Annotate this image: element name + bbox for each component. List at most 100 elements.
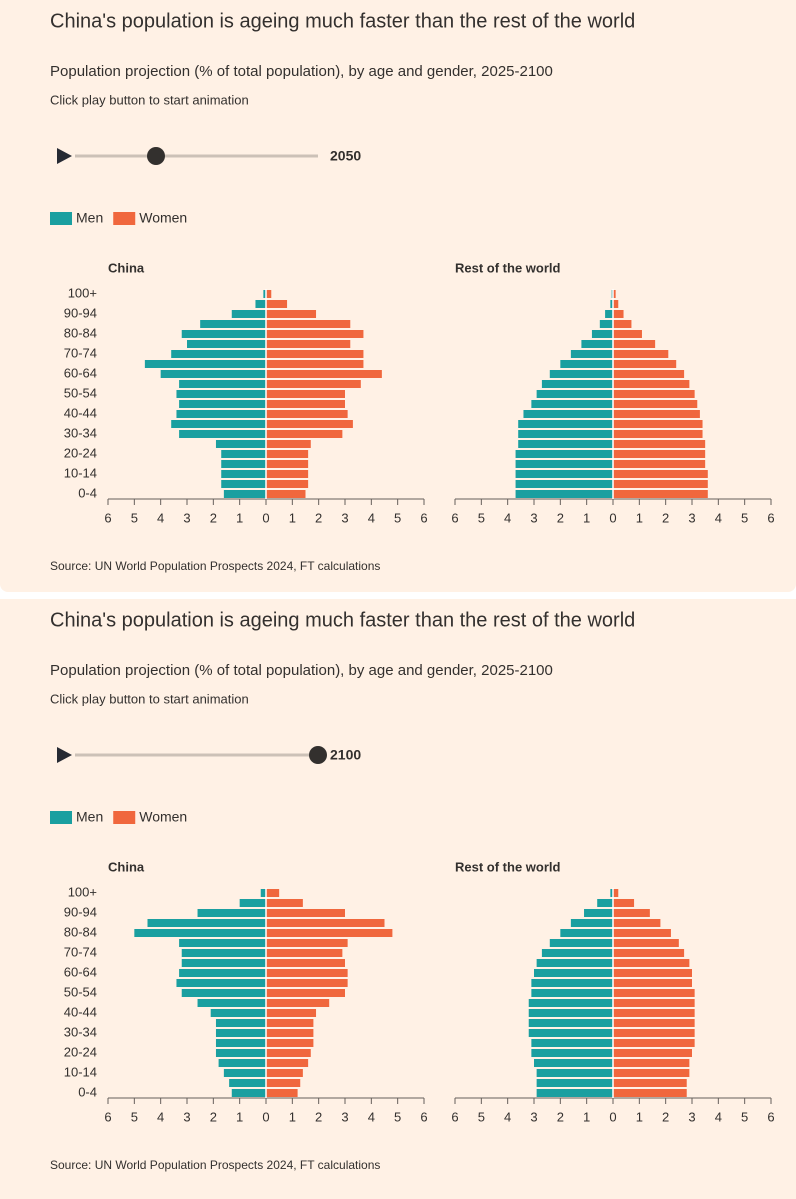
y-tick-label: 50-54 [64, 984, 97, 999]
bar [179, 380, 266, 388]
bar [179, 400, 266, 408]
y-tick-label: 100+ [68, 884, 97, 899]
bar [221, 450, 266, 458]
bar [181, 949, 266, 957]
bar [221, 470, 266, 478]
bar [610, 889, 613, 897]
x-tick-label: 1 [289, 510, 296, 525]
bar [613, 919, 661, 927]
bar [223, 1069, 266, 1077]
bar [266, 909, 345, 917]
x-tick-label: 6 [767, 1109, 774, 1124]
x-tick-label: 4 [504, 510, 511, 525]
chart-title: Rest of the world [455, 859, 561, 874]
bar [613, 899, 635, 907]
chart-title: China [108, 260, 145, 275]
x-tick-label: 5 [394, 510, 401, 525]
x-tick-label: 4 [368, 510, 375, 525]
x-tick-label: 4 [368, 1109, 375, 1124]
y-tick-label: 10-14 [64, 465, 97, 480]
bar [613, 1029, 695, 1037]
bar [266, 939, 348, 947]
bar [531, 400, 613, 408]
bar [266, 320, 351, 328]
bar [147, 919, 266, 927]
bar [613, 1059, 690, 1067]
x-tick-label: 3 [530, 510, 537, 525]
x-tick-label: 4 [157, 1109, 164, 1124]
bar [515, 460, 613, 468]
bar [266, 979, 348, 987]
bar [215, 1049, 266, 1057]
bar [613, 430, 703, 438]
bar [613, 340, 656, 348]
y-tick-label: 40-44 [64, 405, 97, 420]
bar [218, 1059, 266, 1067]
bar [613, 1069, 690, 1077]
bar [518, 430, 613, 438]
bar [210, 1009, 266, 1017]
bar [610, 300, 613, 308]
x-tick-label: 2 [210, 510, 217, 525]
bar [266, 440, 311, 448]
x-tick-label: 2 [662, 510, 669, 525]
bar [229, 1079, 266, 1087]
bar [266, 410, 348, 418]
bar [613, 989, 695, 997]
play-button[interactable] [57, 747, 72, 763]
bar [266, 380, 361, 388]
slider-knob[interactable] [147, 147, 165, 165]
bar [613, 969, 692, 977]
bar [613, 929, 671, 937]
bar [134, 929, 266, 937]
slider-knob[interactable] [309, 746, 327, 764]
bar [171, 350, 266, 358]
bar [266, 360, 364, 368]
bar [528, 1019, 613, 1027]
bar [266, 350, 364, 358]
bar [176, 410, 266, 418]
bar [613, 440, 706, 448]
bar [260, 889, 266, 897]
bar [266, 999, 330, 1007]
bar [266, 470, 309, 478]
title: China's population is ageing much faster… [50, 609, 635, 631]
subtitle: Population projection (% of total popula… [50, 662, 553, 679]
x-tick-label: 5 [478, 510, 485, 525]
bar [518, 440, 613, 448]
bar [223, 490, 266, 498]
bar [215, 1029, 266, 1037]
x-tick-label: 2 [315, 1109, 322, 1124]
bar [221, 460, 266, 468]
bar [221, 480, 266, 488]
legend-swatch [113, 811, 136, 824]
bar [613, 979, 692, 987]
bar [266, 1039, 314, 1047]
x-tick-label: 2 [210, 1109, 217, 1124]
bar [528, 1009, 613, 1017]
bar [613, 909, 650, 917]
instruction: Click play button to start animation [50, 92, 249, 107]
bar [613, 1089, 687, 1097]
x-tick-label: 4 [715, 1109, 722, 1124]
bar [179, 969, 266, 977]
bar [266, 959, 345, 967]
x-tick-label: 2 [557, 1109, 564, 1124]
bar [266, 1079, 301, 1087]
bar [266, 450, 309, 458]
x-tick-label: 3 [688, 1109, 695, 1124]
play-button[interactable] [57, 148, 72, 164]
bar [176, 390, 266, 398]
y-tick-label: 30-34 [64, 425, 97, 440]
legend-label: Men [76, 210, 103, 226]
bar [523, 410, 613, 418]
bar [181, 959, 266, 967]
bar [613, 290, 616, 298]
bar [179, 939, 266, 947]
bar [613, 999, 695, 1007]
x-tick-label: 6 [420, 510, 427, 525]
x-tick-label: 4 [504, 1109, 511, 1124]
x-tick-label: 4 [157, 510, 164, 525]
bar [266, 340, 351, 348]
subtitle: Population projection (% of total popula… [50, 63, 553, 80]
